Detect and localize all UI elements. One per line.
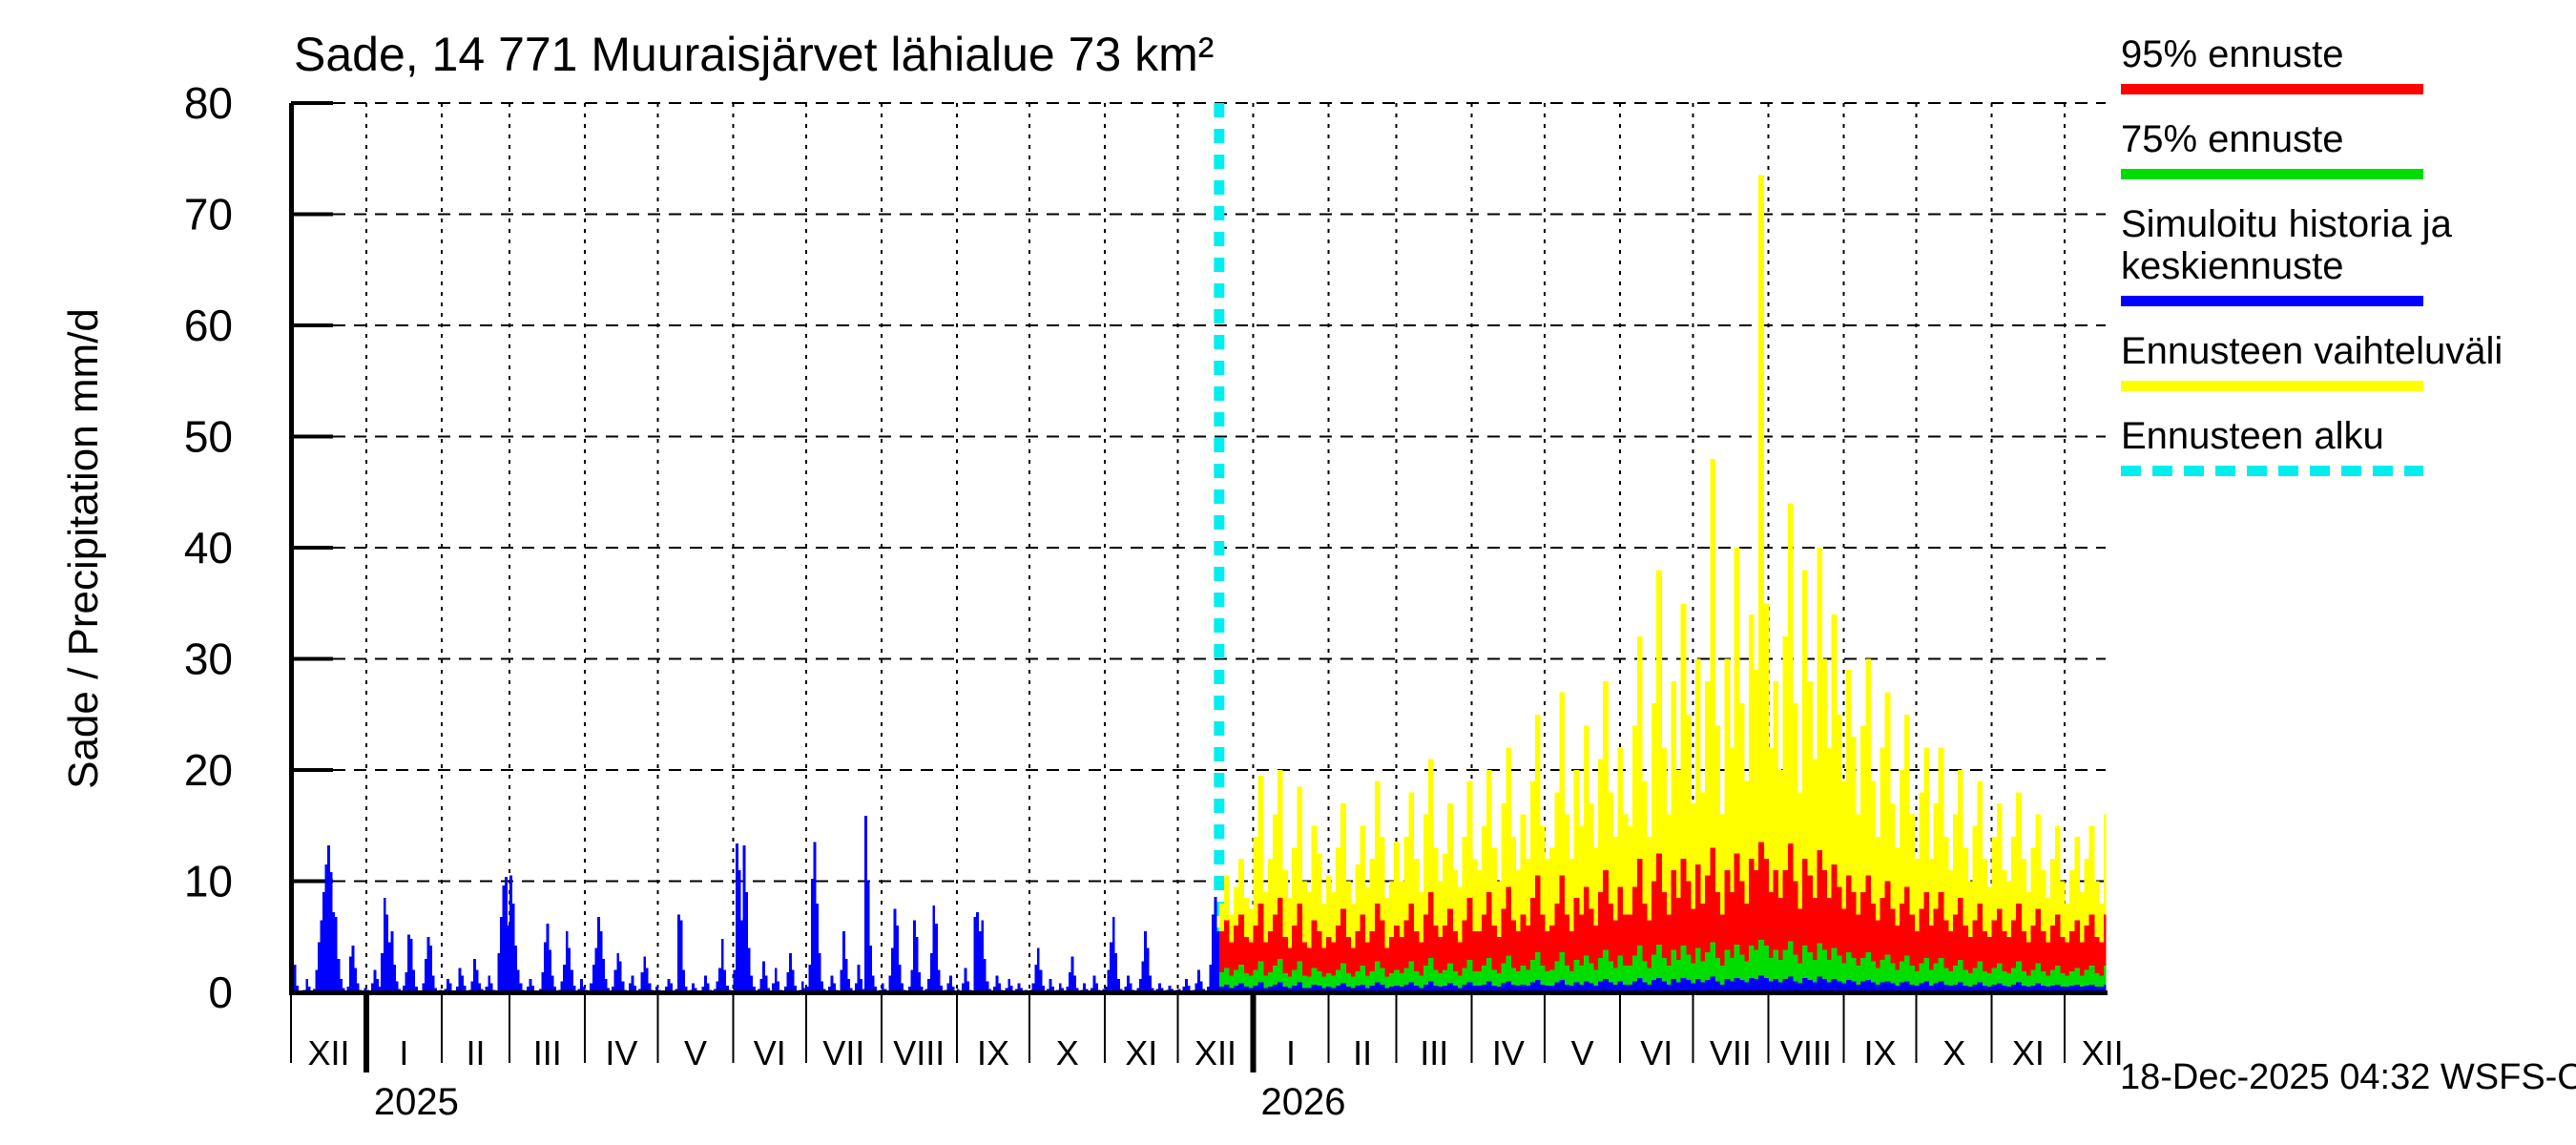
y-tick-labels: 0 10 20 30 40 50 60 70 80 [184,78,233,1017]
legend-line-sample [2121,84,2423,95]
svg-text:X: X [1056,1033,1079,1072]
svg-text:IV: IV [1492,1033,1525,1072]
svg-text:0: 0 [208,968,233,1017]
forecast-series [1218,940,2107,992]
legend-item-label: Ennusteen alku [2121,414,2384,457]
legend-item-3: Ennusteen vaihteluväli [2121,329,2569,391]
chart-title: Sade, 14 771 Muuraisjärvet lähialue 73 k… [294,28,1215,81]
axes [289,103,2108,995]
legend-item-1: 75% ennuste [2121,118,2569,180]
legend-line-sample [2121,466,2423,477]
month-gridlines [364,103,2067,992]
legend: 95% ennuste 75% ennuste Simuloitu historia… [2121,33,2569,501]
svg-text:IX: IX [1863,1033,1896,1072]
svg-text:XII: XII [2082,1033,2124,1072]
legend-line-sample [2121,169,2423,180]
svg-text:VI: VI [1640,1033,1672,1072]
forecast-series [1218,842,2107,993]
svg-text:XII: XII [1195,1033,1236,1072]
x-ticks [290,994,2067,1072]
history-bars [291,815,1220,993]
svg-text:80: 80 [184,78,233,128]
svg-text:IX: IX [977,1033,1009,1072]
svg-text:VIII: VIII [893,1033,945,1072]
legend-line-sample [2121,380,2423,391]
x-year-labels: 2025 2026 [374,1081,1346,1123]
svg-text:I: I [399,1033,408,1072]
svg-text:50: 50 [184,412,233,462]
forecast-series [1218,975,2107,992]
svg-text:20: 20 [184,745,233,795]
svg-text:III: III [533,1033,562,1072]
svg-text:VII: VII [1710,1033,1752,1072]
legend-item-4: Ennusteen alku [2121,414,2569,477]
legend-item-label: Ennusteen vaihteluväli [2121,329,2503,372]
svg-text:70: 70 [184,190,233,239]
svg-text:I: I [1286,1033,1296,1072]
svg-text:10: 10 [184,857,233,906]
legend-item-label: 95% ennuste [2121,33,2344,75]
legend-line-sample [2121,295,2423,306]
svg-text:60: 60 [184,301,233,350]
forecast-series [1218,175,2107,993]
legend-item-0: 95% ennuste [2121,33,2569,95]
svg-text:VIII: VIII [1780,1033,1832,1072]
svg-text:XI: XI [2012,1033,2045,1072]
legend-item-label: Simuloitu historia ja keskiennuste [2121,203,2452,287]
svg-text:V: V [1571,1033,1594,1072]
svg-text:II: II [1353,1033,1372,1072]
svg-text:VI: VI [754,1033,786,1072]
x-month-labels: XII I II III IV V VI VII VIII IX X XI XII I II III IV V VI… [307,1033,2123,1072]
svg-text:V: V [684,1033,707,1072]
svg-text:VII: VII [822,1033,864,1072]
forecast-areas [1218,175,2107,993]
legend-item-2: Simuloitu historia ja keskiennuste [2121,203,2569,306]
svg-text:40: 40 [184,523,233,572]
svg-text:X: X [1942,1033,1965,1072]
svg-text:IV: IV [605,1033,637,1072]
svg-text:2026: 2026 [1261,1081,1346,1123]
svg-text:III: III [1420,1033,1448,1072]
legend-item-label: 75% ennuste [2121,118,2344,161]
svg-text:II: II [466,1033,485,1072]
svg-text:30: 30 [184,635,233,684]
svg-text:XII: XII [307,1033,349,1072]
svg-text:2025: 2025 [374,1081,459,1123]
chart-timestamp: 18-Dec-2025 04:32 WSFS-O [2120,1057,2576,1097]
svg-text:XI: XI [1125,1033,1157,1072]
